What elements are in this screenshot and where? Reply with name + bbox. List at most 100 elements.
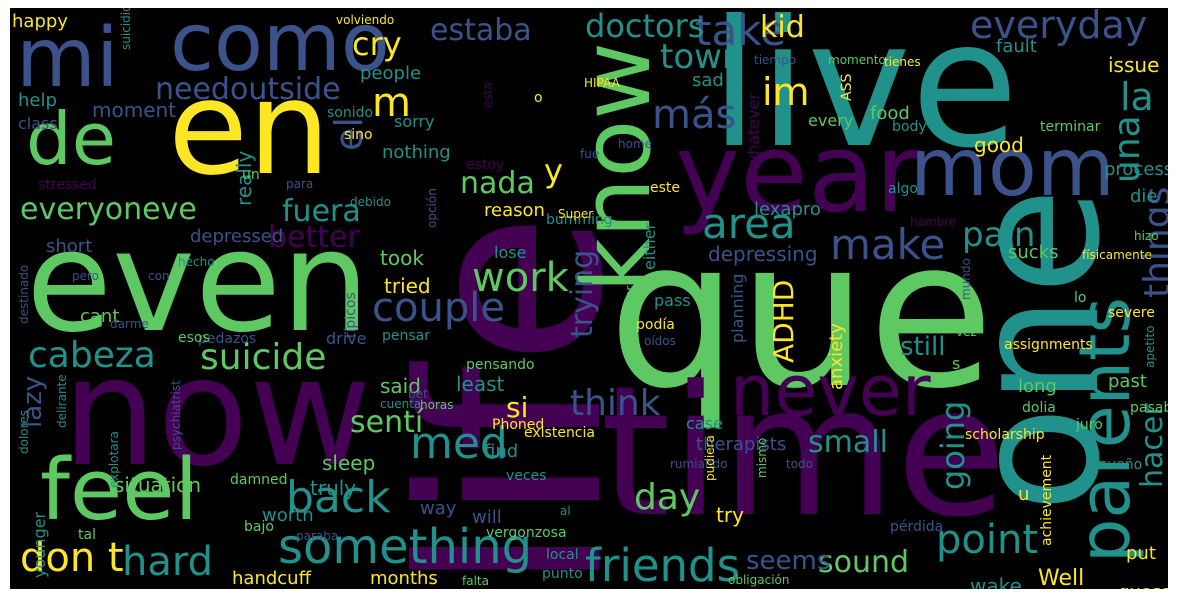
word-cry: cry [352,25,402,63]
word-pass: pass [654,291,691,310]
word-younger: younger [30,511,49,578]
word-juro: juro [1076,417,1103,433]
word-help: help [18,90,57,111]
word-day: day [634,477,701,518]
word-obligacion: obligación [728,573,790,587]
word-scholarship: scholarship [965,427,1045,443]
word-situation: situation [114,473,202,497]
word-back: back [286,472,391,523]
word-case: case [686,414,723,433]
word-de: de [26,97,116,181]
word-adhd: ADHD [767,279,800,363]
word-tiempo: tiempo [754,53,797,67]
word-un: un [242,167,260,183]
word-good: good [974,133,1024,157]
word-hizo: hizo [1134,229,1159,243]
word-year: year [675,109,921,237]
word-pain: pain [962,215,1036,255]
word-will: will [472,507,502,528]
word-moment: moment [92,98,177,122]
word-u: u [1018,484,1030,505]
word-perdida: pérdida [890,519,944,535]
word-anxiety: anxiety [826,323,847,390]
word-try: try [716,503,744,527]
word-short: short [46,236,93,257]
word-nothing: nothing [382,142,451,163]
word-debido: debido [350,195,391,209]
word-guess: guess [1118,584,1168,590]
word-volviendo: volviendo [336,13,395,27]
word-fue: fue [580,147,600,161]
word-better: better [268,220,360,255]
word-die: die [1130,186,1158,207]
word-town: town [660,37,744,77]
word-mismo: mismo [755,437,769,478]
word-opcion: opción [425,188,439,228]
word-depressing: depressing [708,242,818,266]
word-still: still [900,332,946,362]
word-kid: kid [760,10,805,45]
word-mundo: mundo [959,258,973,300]
word-pensando: pensando [466,357,535,373]
word-todo: todo [786,457,814,471]
word-suicide: suicide [200,337,327,378]
word-que: que [608,196,995,434]
word-o: o [534,90,543,106]
word-tried: tried [384,274,431,298]
word-going: going [934,400,972,490]
word-therapists: therapists [696,434,787,455]
word-long: long [1018,376,1057,397]
word-sad: sad [692,70,724,91]
word-estaba: estaba [430,13,532,48]
word-mom: mom [910,121,1115,214]
word-psychiatrist: psychiatrist [169,380,183,450]
word-momento: momento [828,53,886,67]
word-everyday: everyday [970,8,1148,47]
word-something: something [278,519,533,575]
word-sound: sound [818,545,910,580]
word-lexapro: lexapro [754,199,821,220]
word-area: area [702,199,796,248]
word-couple: couple [372,285,505,331]
word-existencia: existencia [524,425,595,441]
word-cloud: life que live time now even one en year know mom pa… [10,8,1168,589]
word-cant: cant [80,306,120,327]
word-explotara: explotara [107,431,121,488]
word-body: body [892,119,927,135]
word-feel: feel [40,441,199,540]
word-phoned: Phoned [492,417,545,433]
word-sonido: sonido [327,105,374,121]
word-hipaa: HIPAA [584,76,620,90]
word-vergonzosa: vergonzosa [486,525,567,541]
word-destinado: destinado [17,264,31,324]
word-podia: podía [636,317,675,333]
word-hecho: hecho [178,255,215,269]
word-think: think [570,383,661,424]
word-wake: wake [970,574,1022,589]
word-time: time [600,348,1007,557]
word-hacer: hacer [1135,403,1168,488]
word-suicidio: suicidio [119,8,133,50]
word-tal: tal [78,527,96,543]
word-bumming: bumming [546,212,613,228]
word-live: live [710,8,1019,187]
word-achievement: achievement [1039,454,1055,546]
word-process: process [1104,159,1168,180]
word-needoutside: needoutside [155,72,341,107]
word-pasaba: pasaba [1130,400,1168,416]
word-en: en [168,52,331,204]
word-sucks: sucks [1008,242,1059,263]
word-even: even [26,201,370,364]
word-ass: ASS [839,73,855,101]
word-assignments: assignments [1004,337,1093,353]
word-took: took [380,246,424,270]
word-sorry: sorry [394,112,435,131]
word-issue: issue [1108,53,1160,77]
word-dolia: dolia [1022,400,1056,416]
word-terminar: terminar [1040,119,1101,135]
word-hard: hard [122,539,213,585]
word-pensar: pensar [382,328,431,344]
word-severe: severe [1108,305,1155,321]
word-im: im [762,70,810,114]
word-tipicos: típicos [343,292,359,338]
